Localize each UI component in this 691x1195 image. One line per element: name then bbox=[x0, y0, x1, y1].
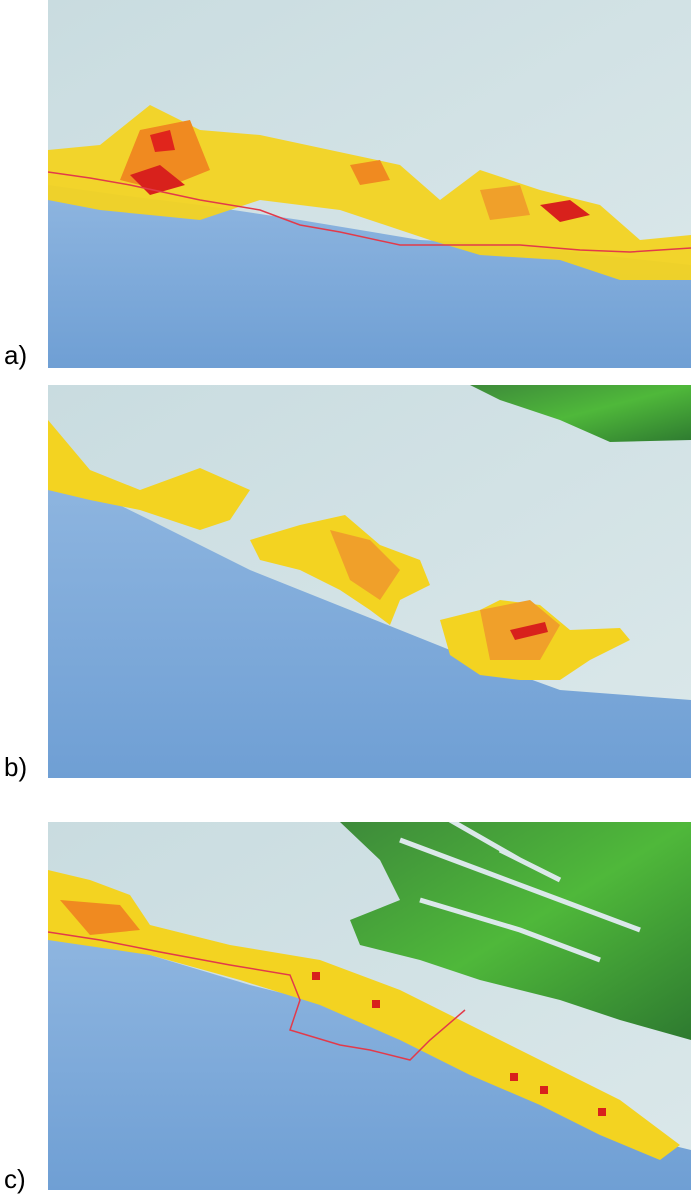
page: {"panels": [{"label": "a)"}, {"label": "… bbox=[0, 0, 691, 1195]
panel-a-image bbox=[48, 0, 691, 368]
panel-b-image bbox=[48, 385, 691, 778]
panel-c-image bbox=[48, 820, 691, 1190]
panel-label: b) bbox=[4, 752, 27, 782]
panel-label: a) bbox=[4, 340, 27, 370]
figure: a) b) c) bbox=[0, 0, 691, 1195]
panel-label: c) bbox=[4, 1164, 26, 1194]
